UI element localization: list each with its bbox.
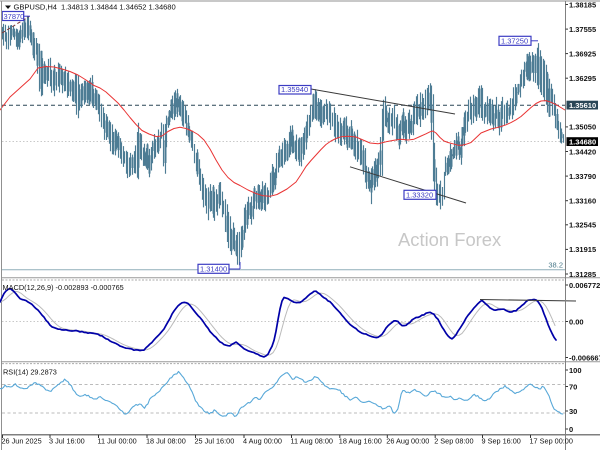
svg-text:1.31915: 1.31915 — [569, 245, 596, 254]
svg-text:1.31400: 1.31400 — [200, 265, 227, 274]
svg-text:1.33320: 1.33320 — [406, 191, 433, 200]
svg-text:RSI(14) 29.2873: RSI(14) 29.2873 — [3, 368, 57, 377]
svg-text:0.00: 0.00 — [569, 317, 584, 326]
svg-text:30: 30 — [569, 407, 577, 416]
svg-text:9 Sep 16:00: 9 Sep 16:00 — [482, 437, 521, 446]
svg-text:100: 100 — [569, 366, 582, 375]
svg-text:1.34680: 1.34680 — [569, 138, 596, 147]
svg-text:4 Aug 00:00: 4 Aug 00:00 — [243, 437, 282, 446]
svg-text:11 Jul 00:00: 11 Jul 00:00 — [98, 437, 137, 446]
svg-text:1.36295: 1.36295 — [569, 74, 596, 83]
svg-text:1.38185: 1.38185 — [569, 0, 596, 9]
svg-text:GBPUSD,H4 1.34813 1.34844 1.3: GBPUSD,H4 1.34813 1.34844 1.34652 1.3468… — [14, 2, 176, 11]
svg-text:1.33790: 1.33790 — [569, 172, 596, 181]
svg-text:18 Jul 08:00: 18 Jul 08:00 — [146, 437, 186, 446]
svg-text:Action Forex: Action Forex — [398, 229, 501, 250]
svg-text:37870: 37870 — [4, 12, 25, 21]
svg-text:1.35940: 1.35940 — [281, 85, 308, 94]
svg-text:17 Sep 00:00: 17 Sep 00:00 — [530, 437, 573, 446]
svg-text:1.37555: 1.37555 — [569, 25, 596, 34]
svg-text:1.33160: 1.33160 — [569, 197, 596, 206]
svg-text:70: 70 — [569, 382, 577, 391]
svg-text:25 Jul 16:00: 25 Jul 16:00 — [195, 437, 235, 446]
svg-text:1.36925: 1.36925 — [569, 49, 596, 58]
svg-text:-0.006667: -0.006667 — [569, 353, 600, 362]
svg-text:0: 0 — [569, 425, 573, 434]
svg-text:1.35610: 1.35610 — [569, 101, 596, 110]
svg-text:26 Jun 2025: 26 Jun 2025 — [2, 437, 42, 446]
svg-text:2 Sep 08:00: 2 Sep 08:00 — [434, 437, 473, 446]
svg-text:26 Aug 00:00: 26 Aug 00:00 — [386, 437, 429, 446]
svg-text:1.37250: 1.37250 — [501, 37, 528, 46]
svg-text:0.006772: 0.006772 — [569, 281, 600, 290]
svg-text:1.31285: 1.31285 — [569, 270, 596, 279]
svg-text:11 Aug 08:00: 11 Aug 08:00 — [291, 437, 333, 446]
svg-text:18 Aug 16:00: 18 Aug 16:00 — [339, 437, 382, 446]
svg-text:MACD(12,26,9) -0.002893 -0.000: MACD(12,26,9) -0.002893 -0.000765 — [3, 283, 124, 292]
svg-text:3 Jul 16:00: 3 Jul 16:00 — [49, 437, 85, 446]
svg-text:1.35050: 1.35050 — [569, 123, 596, 132]
svg-text:1.34420: 1.34420 — [569, 147, 596, 156]
svg-text:1.32545: 1.32545 — [569, 221, 596, 230]
svg-text:38.2: 38.2 — [548, 261, 563, 270]
